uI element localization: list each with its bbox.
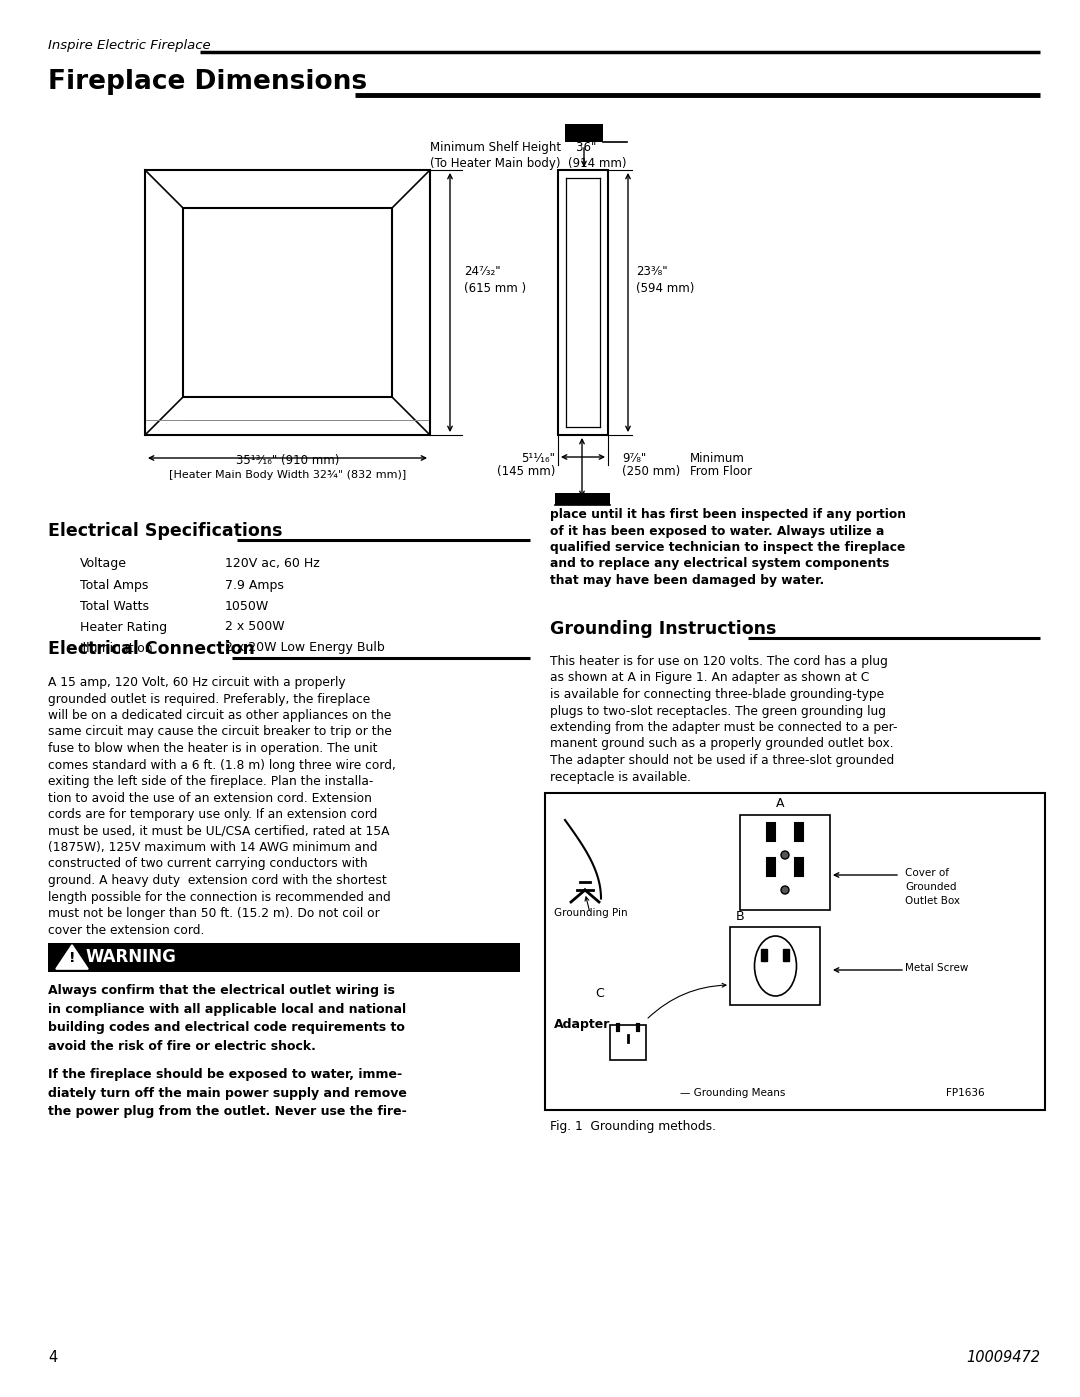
Polygon shape (56, 944, 87, 970)
Text: Total Amps: Total Amps (80, 578, 148, 591)
Text: place until it has first been inspected if any portion: place until it has first been inspected … (550, 509, 906, 521)
Bar (555, 493, 610, 504)
Text: 120V ac, 60 Hz: 120V ac, 60 Hz (225, 557, 320, 570)
Text: in compliance with all applicable local and national: in compliance with all applicable local … (48, 1003, 406, 1016)
Text: is available for connecting three-blade grounding-type: is available for connecting three-blade … (550, 687, 885, 701)
Bar (545, 793, 1045, 1111)
Bar (761, 949, 767, 961)
Text: 10009472: 10009472 (966, 1351, 1040, 1365)
Text: and to replace any electrical system components: and to replace any electrical system com… (550, 557, 889, 570)
Bar (610, 1025, 646, 1060)
Text: Adapter: Adapter (554, 1018, 610, 1031)
Text: 4: 4 (48, 1351, 57, 1365)
Text: 2 x 500W: 2 x 500W (225, 620, 285, 633)
Text: of it has been exposed to water. Always utilize a: of it has been exposed to water. Always … (550, 524, 885, 538)
Text: 24⁷⁄₃₂"
(615 mm ): 24⁷⁄₃₂" (615 mm ) (464, 265, 526, 295)
Text: constructed of two current carrying conductors with: constructed of two current carrying cond… (48, 858, 367, 870)
Text: exiting the left side of the fireplace. Plan the installa-: exiting the left side of the fireplace. … (48, 775, 374, 788)
Text: fuse to blow when the heater is in operation. The unit: fuse to blow when the heater is in opera… (48, 742, 378, 754)
Bar (795, 823, 804, 841)
Text: plugs to two-slot receptacles. The green grounding lug: plugs to two-slot receptacles. The green… (550, 704, 886, 718)
Text: — Grounding Means: — Grounding Means (680, 1088, 785, 1098)
Text: Illumination: Illumination (80, 641, 153, 655)
Text: Heater Rating: Heater Rating (80, 620, 167, 633)
Text: Fig. 1  Grounding methods.: Fig. 1 Grounding methods. (550, 1120, 716, 1133)
Text: that may have been damaged by water.: that may have been damaged by water. (550, 574, 824, 587)
Ellipse shape (755, 936, 797, 996)
Text: 35¹³⁄₁₆" (910 mm): 35¹³⁄₁₆" (910 mm) (235, 454, 339, 467)
Text: Electrical Specifications: Electrical Specifications (48, 522, 283, 541)
Text: Minimum Shelf Height    36": Minimum Shelf Height 36" (430, 141, 596, 155)
Text: must not be longer than 50 ft. (15.2 m). Do not coil or: must not be longer than 50 ft. (15.2 m).… (48, 907, 380, 921)
Text: must be used, it must be UL/CSA certified, rated at 15A: must be used, it must be UL/CSA certifie… (48, 824, 390, 837)
Text: A: A (775, 798, 784, 810)
Bar (740, 814, 831, 909)
Text: avoid the risk of fire or electric shock.: avoid the risk of fire or electric shock… (48, 1039, 315, 1052)
Text: 5¹¹⁄₁₆": 5¹¹⁄₁₆" (521, 453, 555, 465)
Text: Grounding Pin: Grounding Pin (554, 908, 627, 918)
Text: Fireplace Dimensions: Fireplace Dimensions (48, 68, 367, 95)
Text: comes standard with a 6 ft. (1.8 m) long three wire cord,: comes standard with a 6 ft. (1.8 m) long… (48, 759, 396, 771)
Text: This heater is for use on 120 volts. The cord has a plug: This heater is for use on 120 volts. The… (550, 655, 888, 668)
Text: Voltage: Voltage (80, 557, 127, 570)
Text: Cover of: Cover of (905, 868, 949, 877)
Text: qualified service technician to inspect the fireplace: qualified service technician to inspect … (550, 541, 905, 555)
Text: Grounded: Grounded (905, 882, 957, 893)
Text: (250 mm): (250 mm) (622, 465, 680, 478)
Text: grounded outlet is required. Preferably, the fireplace: grounded outlet is required. Preferably,… (48, 693, 370, 705)
Text: From Floor: From Floor (690, 465, 752, 478)
Text: will be on a dedicated circuit as other appliances on the: will be on a dedicated circuit as other … (48, 710, 391, 722)
Bar (730, 928, 820, 1004)
Text: 23³⁄₈"
(594 mm): 23³⁄₈" (594 mm) (636, 265, 694, 295)
Text: Electrical Connection: Electrical Connection (48, 640, 255, 658)
Text: Inspire Electric Fireplace: Inspire Electric Fireplace (48, 39, 211, 52)
Text: tion to avoid the use of an extension cord. Extension: tion to avoid the use of an extension co… (48, 792, 372, 805)
Text: Grounding Instructions: Grounding Instructions (550, 620, 777, 638)
Bar (795, 858, 804, 876)
Text: 1050W: 1050W (225, 599, 269, 612)
Bar (767, 858, 775, 876)
Text: If the fireplace should be exposed to water, imme-: If the fireplace should be exposed to wa… (48, 1067, 402, 1081)
Text: length possible for the connection is recommended and: length possible for the connection is re… (48, 890, 391, 904)
Text: 9⁷⁄₈": 9⁷⁄₈" (622, 453, 646, 465)
Text: extending from the adapter must be connected to a per-: extending from the adapter must be conne… (550, 721, 897, 733)
Text: same circuit may cause the circuit breaker to trip or the: same circuit may cause the circuit break… (48, 725, 392, 739)
Text: The adapter should not be used if a three-slot grounded: The adapter should not be used if a thre… (550, 754, 894, 767)
Text: building codes and electrical code requirements to: building codes and electrical code requi… (48, 1021, 405, 1034)
Text: !: ! (69, 951, 76, 965)
Text: ground. A heavy duty  extension cord with the shortest: ground. A heavy duty extension cord with… (48, 875, 387, 887)
Text: manent ground such as a properly grounded outlet box.: manent ground such as a properly grounde… (550, 738, 893, 750)
Text: Total Watts: Total Watts (80, 599, 149, 612)
Text: [Heater Main Body Width 32¾" (832 mm)]: [Heater Main Body Width 32¾" (832 mm)] (168, 469, 406, 481)
Text: the power plug from the outlet. Never use the fire-: the power plug from the outlet. Never us… (48, 1105, 407, 1118)
Text: FP1636: FP1636 (946, 1088, 985, 1098)
Text: (To Heater Main body)  (914 mm): (To Heater Main body) (914 mm) (430, 156, 626, 169)
Text: A 15 amp, 120 Volt, 60 Hz circuit with a properly: A 15 amp, 120 Volt, 60 Hz circuit with a… (48, 676, 346, 689)
Text: 7.9 Amps: 7.9 Amps (225, 578, 284, 591)
Bar (767, 823, 775, 841)
Text: 2 x 20W Low Energy Bulb: 2 x 20W Low Energy Bulb (225, 641, 384, 655)
Bar (783, 949, 789, 961)
Text: WARNING: WARNING (86, 949, 177, 967)
Text: Metal Screw: Metal Screw (905, 963, 969, 972)
Text: C: C (596, 988, 605, 1000)
Text: Always confirm that the electrical outlet wiring is: Always confirm that the electrical outle… (48, 983, 395, 997)
Text: cords are for temporary use only. If an extension cord: cords are for temporary use only. If an … (48, 807, 377, 821)
Text: Minimum: Minimum (690, 453, 745, 465)
Text: receptacle is available.: receptacle is available. (550, 771, 691, 784)
Circle shape (781, 886, 789, 894)
Text: diately turn off the main power supply and remove: diately turn off the main power supply a… (48, 1087, 407, 1099)
Text: (1875W), 125V maximum with 14 AWG minimum and: (1875W), 125V maximum with 14 AWG minimu… (48, 841, 378, 854)
Text: cover the extension cord.: cover the extension cord. (48, 923, 204, 936)
Circle shape (781, 851, 789, 859)
Text: Outlet Box: Outlet Box (905, 895, 960, 907)
Bar (565, 124, 603, 142)
Text: (145 mm): (145 mm) (497, 465, 555, 478)
Text: as shown at A in Figure 1. An adapter as shown at C: as shown at A in Figure 1. An adapter as… (550, 672, 869, 685)
Text: B: B (735, 909, 744, 923)
Bar (48, 943, 519, 972)
